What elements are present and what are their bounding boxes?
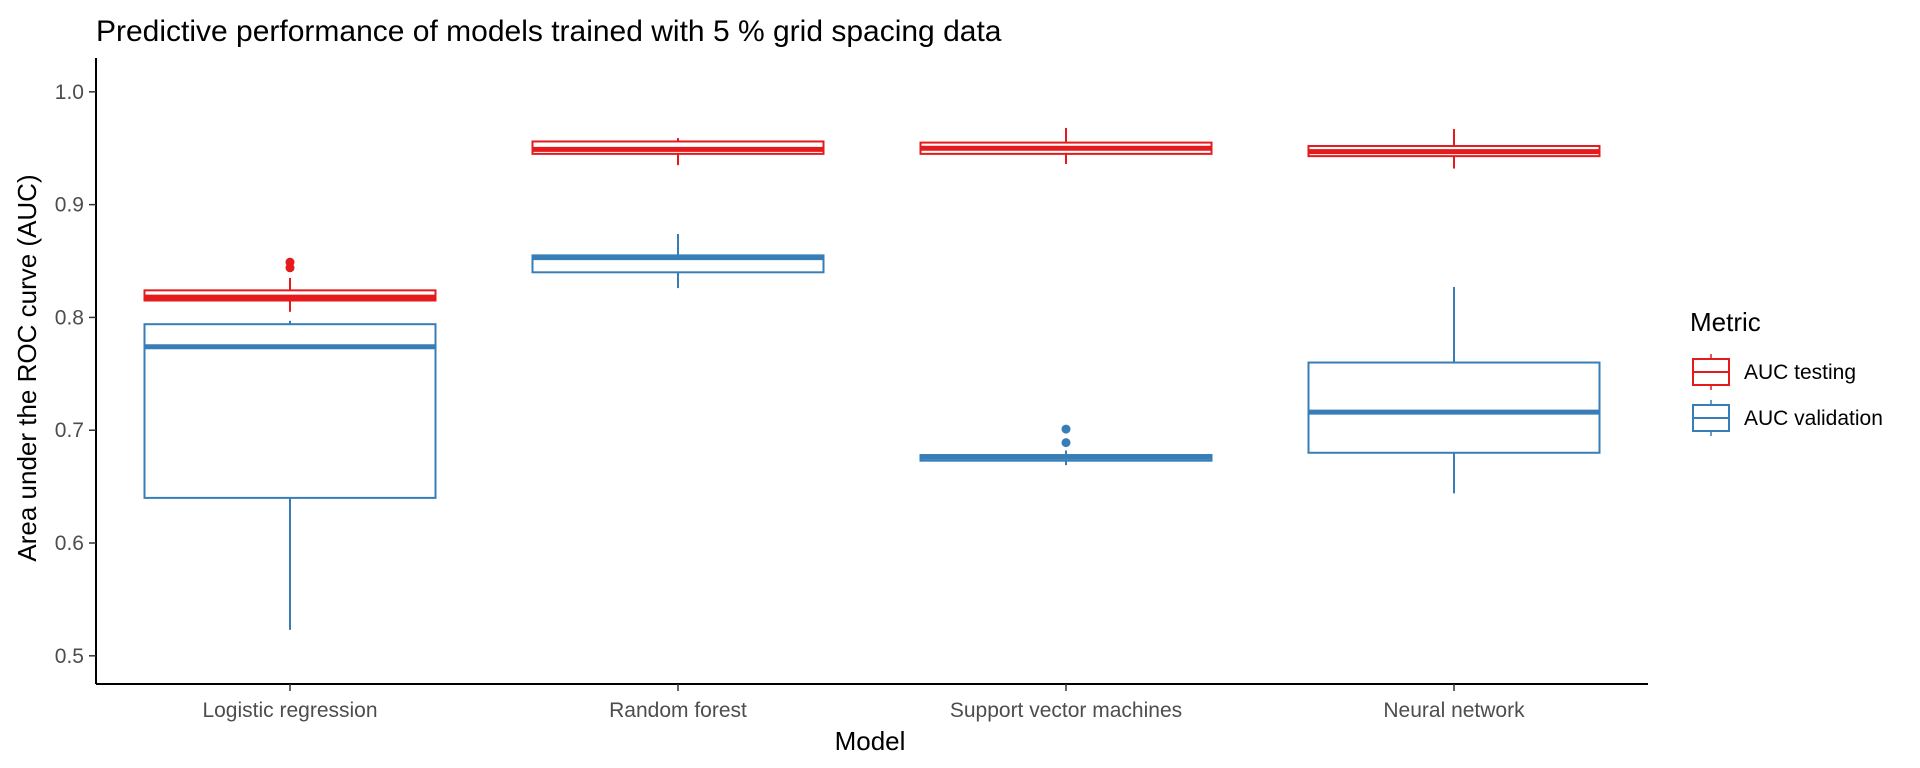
legend-item: AUC testing [1692, 354, 1856, 390]
box-auc-validation [531, 233, 825, 289]
x-tick-label: Random forest [609, 699, 747, 722]
box-auc-testing [531, 138, 825, 166]
legend: Metric AUC testing AUC validation [1690, 307, 1883, 436]
x-tick-label: Logistic regression [202, 699, 377, 722]
plot-panel [143, 127, 1601, 630]
y-axis: 0.5 0.6 0.7 0.8 0.9 1.0 [55, 58, 97, 684]
legend-label: AUC validation [1744, 407, 1883, 430]
y-tick-label: 0.7 [55, 419, 84, 442]
x-axis-title: Model [835, 726, 906, 756]
box-auc-validation [143, 320, 437, 630]
y-tick-label: 0.6 [55, 532, 84, 555]
iqr-box [143, 323, 437, 499]
iqr-box [1307, 361, 1601, 454]
y-axis-title: Area under the ROC curve (AUC) [12, 174, 42, 561]
y-tick-label: 0.9 [55, 194, 84, 217]
box-auc-testing [1307, 129, 1601, 169]
legend-label: AUC testing [1744, 361, 1856, 384]
chart-title: Predictive performance of models trained… [96, 15, 1002, 48]
y-tick-label: 1.0 [55, 81, 84, 104]
outlier-point [285, 257, 295, 267]
y-tick-label: 0.8 [55, 306, 84, 329]
outlier-point [1061, 438, 1071, 448]
x-axis: Logistic regression Random forest Support … [96, 683, 1648, 722]
box-auc-testing [143, 257, 437, 312]
x-tick-label: Support vector machines [950, 699, 1182, 722]
legend-title: Metric [1690, 307, 1761, 337]
box-auc-validation [1307, 286, 1601, 494]
outlier-point [1061, 424, 1071, 434]
x-tick-label: Neural network [1383, 699, 1525, 722]
box-auc-validation [919, 424, 1213, 466]
legend-item: AUC validation [1692, 400, 1883, 436]
box-auc-testing [919, 127, 1213, 165]
y-tick-label: 0.5 [55, 645, 84, 668]
